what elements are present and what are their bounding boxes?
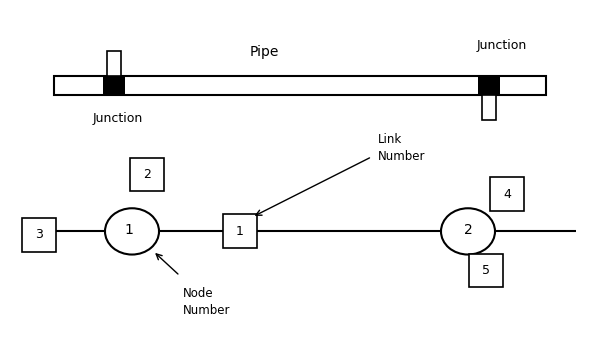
Bar xyxy=(223,214,257,248)
Text: 5: 5 xyxy=(482,264,490,277)
Text: 2: 2 xyxy=(464,222,472,237)
Ellipse shape xyxy=(441,208,495,255)
Bar xyxy=(478,75,500,95)
Text: 1: 1 xyxy=(125,222,133,237)
Text: 3: 3 xyxy=(35,229,43,241)
Bar xyxy=(482,95,496,120)
Bar xyxy=(490,177,524,211)
Bar xyxy=(54,75,546,95)
Text: Node
Number: Node Number xyxy=(183,287,230,316)
Text: Pipe: Pipe xyxy=(250,45,278,59)
Text: 4: 4 xyxy=(503,188,511,200)
Bar xyxy=(103,75,125,95)
Bar xyxy=(22,218,56,252)
Text: 1: 1 xyxy=(236,225,244,238)
Text: Junction: Junction xyxy=(93,112,143,125)
Bar xyxy=(107,51,121,76)
Text: 2: 2 xyxy=(143,168,151,181)
Ellipse shape xyxy=(105,208,159,255)
Text: Link
Number: Link Number xyxy=(378,133,425,163)
Bar xyxy=(469,253,503,288)
Bar xyxy=(130,157,164,192)
Text: Junction: Junction xyxy=(477,38,527,52)
